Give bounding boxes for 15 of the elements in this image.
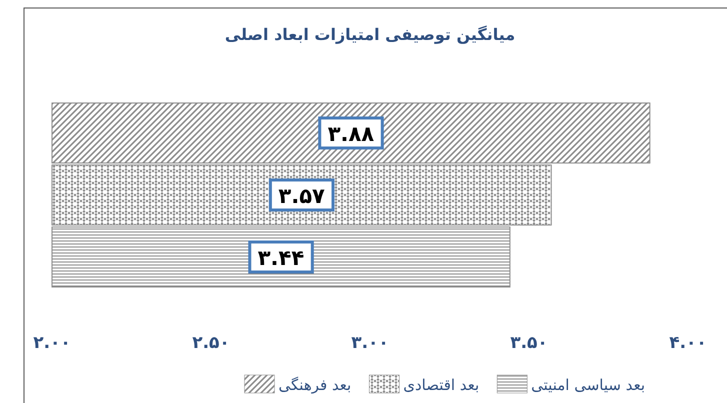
data-label: ۳.۸۸	[328, 122, 374, 146]
x-tick-label: ۲.۰۰	[33, 333, 71, 353]
x-tick-label: ۳.۵۰	[510, 333, 548, 353]
chart-title: میانگین توصیفی امتیازات ابعاد اصلی	[224, 25, 516, 44]
x-tick-label: ۴.۰۰	[669, 333, 707, 353]
x-tick-label: ۳.۰۰	[351, 333, 389, 353]
legend-label: بعد فرهنگی	[278, 376, 352, 394]
legend-item: بعد فرهنگی	[244, 374, 352, 394]
data-label: ۳.۵۷	[278, 184, 326, 208]
legend-item: بعد سیاسی امنیتی	[496, 374, 645, 394]
data-label: ۳.۴۴	[258, 246, 304, 270]
legend-label: بعد اقتصادی	[403, 376, 480, 394]
legend-item: بعد اقتصادی	[368, 374, 480, 394]
legend-label: بعد سیاسی امنیتی	[531, 376, 645, 394]
x-tick-label: ۲.۵۰	[192, 333, 230, 353]
